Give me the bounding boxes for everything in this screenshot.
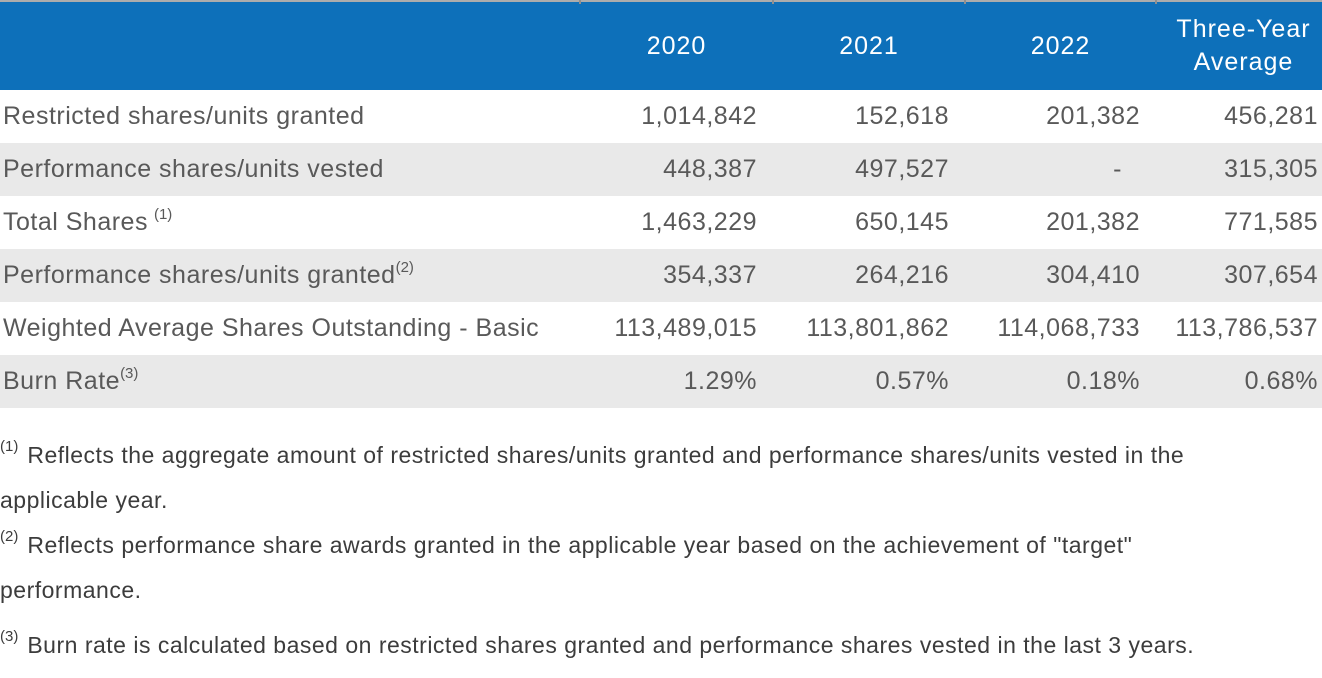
value-three-year-average: 113,786,537 (1175, 314, 1318, 342)
table-header-row: 2020 2021 2022 Three-Year Average (0, 2, 1322, 90)
table-row-performance-vested: Performance shares/units vested 448,387 … (0, 143, 1322, 196)
value-2021: 650,145 (855, 208, 949, 236)
footnote-2-line-1: Reflects performance share awards grante… (27, 532, 1133, 558)
table-row-restricted-granted: Restricted shares/units granted 1,014,84… (0, 90, 1322, 143)
value-2022: 304,410 (965, 249, 1156, 302)
value-2022: - (965, 143, 1156, 196)
row-label: Performance shares/units granted(2) (0, 249, 580, 302)
header-cell-blank (0, 2, 580, 90)
row-label-text: Weighted Average Shares Outstanding - Ba… (3, 314, 540, 342)
footnote-1-line-1: Reflects the aggregate amount of restric… (27, 442, 1185, 468)
value-three-year-average: 307,654 (1156, 249, 1322, 302)
row-label-text: Restricted shares/units granted (3, 102, 365, 130)
footnote-3: (3) Burn rate is calculated based on rest… (0, 623, 1322, 668)
value-2022: 201,382 (1046, 102, 1140, 130)
value-2021: 152,618 (855, 102, 949, 130)
header-cell-2020: 2020 (580, 2, 773, 90)
share-burn-rate-table: 2020 2021 2022 Three-Year Average Restri… (0, 2, 1322, 408)
value-three-year-average: 456,281 (1224, 102, 1318, 130)
row-label-text: Performance shares/units vested (3, 155, 384, 183)
footnote-1-marker: (1) (0, 438, 19, 456)
footnote-2-line-2: performance. (0, 577, 142, 603)
row-label: Restricted shares/units granted (0, 90, 580, 143)
footnote-1: (1) Reflects the aggregate amount of rest… (0, 433, 1322, 523)
column-divider-tick (772, 0, 774, 4)
row-label-text: Performance shares/units granted (3, 261, 396, 289)
row-label: Performance shares/units vested (0, 143, 580, 196)
value-2020: 354,337 (580, 249, 773, 302)
value-2021: 497,527 (773, 143, 965, 196)
value-2022: 0.18% (965, 355, 1156, 408)
value-2021: 264,216 (773, 249, 965, 302)
value-2020: 448,387 (580, 143, 773, 196)
table-row-weighted-average-shares: Weighted Average Shares Outstanding - Ba… (0, 302, 1322, 355)
value-three-year-average: 0.68% (1156, 355, 1322, 408)
value-2021: 113,801,862 (806, 314, 949, 342)
value-2020: 1,014,842 (641, 102, 757, 130)
column-divider-tick (964, 0, 966, 4)
header-cell-three-year-average: Three-Year Average (1156, 2, 1322, 90)
footnote-ref: (1) (153, 205, 173, 223)
row-label: Weighted Average Shares Outstanding - Ba… (0, 302, 580, 355)
footnote-2: (2) Reflects performance share awards gra… (0, 523, 1322, 613)
footnotes: (1) Reflects the aggregate amount of rest… (0, 433, 1322, 668)
row-label: Total Shares (1) (0, 196, 580, 249)
value-2020: 1,463,229 (641, 208, 757, 236)
header-cell-2022: 2022 (965, 2, 1156, 90)
value-2021: 0.57% (773, 355, 965, 408)
row-label-text: Burn Rate (3, 367, 121, 395)
value-2020: 113,489,015 (614, 314, 757, 342)
table-row-performance-granted: Performance shares/units granted(2) 354,… (0, 249, 1322, 302)
value-2020: 1.29% (580, 355, 773, 408)
value-three-year-average: 315,305 (1156, 143, 1322, 196)
table-row-total-shares: Total Shares (1) 1,463,229 650,145 201,38… (0, 196, 1322, 249)
footnote-3-marker: (3) (0, 628, 19, 646)
table-row-burn-rate: Burn Rate(3) 1.29% 0.57% 0.18% 0.68% (0, 355, 1322, 408)
value-2022: 201,382 (1046, 208, 1140, 236)
footnote-ref: (3) (120, 364, 139, 382)
column-divider-tick (579, 0, 581, 4)
table-top-border (0, 0, 1322, 4)
value-three-year-average: 771,585 (1224, 208, 1318, 236)
value-2022: 114,068,733 (997, 314, 1140, 342)
footnote-1-line-2: applicable year. (0, 487, 168, 513)
row-label-text: Total Shares (3, 208, 148, 236)
footnote-2-marker: (2) (0, 528, 19, 546)
header-cell-2021: 2021 (773, 2, 965, 90)
row-label: Burn Rate(3) (0, 355, 580, 408)
column-divider-tick (1155, 0, 1157, 4)
footnote-ref: (2) (395, 258, 414, 276)
footnote-3-line-1: Burn rate is calculated based on restric… (27, 632, 1195, 658)
